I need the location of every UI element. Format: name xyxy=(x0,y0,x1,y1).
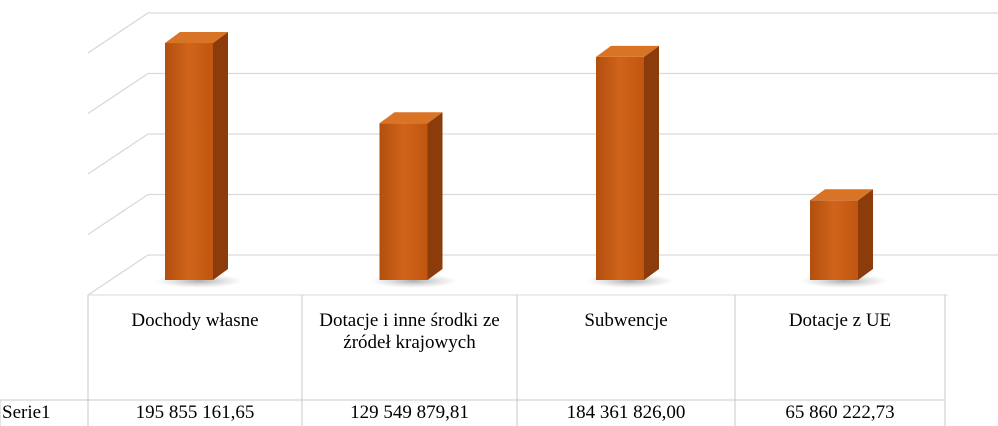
series-name: Serie1 xyxy=(2,402,51,423)
grid-line xyxy=(87,12,998,54)
bar-top xyxy=(810,189,873,201)
value-label: 129 549 879,81 xyxy=(350,402,469,423)
category-label: Dotacje i inne środki ze źródeł krajowyc… xyxy=(319,310,500,353)
value-label: 184 361 826,00 xyxy=(566,402,686,423)
category-label: Dotacje z UE xyxy=(788,310,892,331)
bar-front xyxy=(165,43,213,280)
bar-top xyxy=(165,32,228,44)
bar-front xyxy=(810,200,858,280)
bar xyxy=(596,45,659,280)
bar-top xyxy=(379,112,443,124)
value-label: 65 860 222,73 xyxy=(785,402,895,423)
category-label: Dochody własne xyxy=(131,310,259,331)
category-label: Subwencje xyxy=(584,310,668,331)
grid-line xyxy=(87,254,998,296)
bar-side xyxy=(427,112,443,280)
bar xyxy=(165,32,228,280)
bar-front xyxy=(596,56,644,280)
grid-line xyxy=(87,193,998,236)
bar-front xyxy=(379,123,428,280)
bar-side xyxy=(213,32,228,280)
bar-side xyxy=(858,189,873,280)
grid-line xyxy=(87,133,998,175)
bar xyxy=(379,112,443,280)
bar xyxy=(810,189,873,280)
value-label: 195 855 161,65 xyxy=(135,402,255,423)
bar-side xyxy=(644,45,659,280)
grid-line xyxy=(87,72,998,115)
bar-top xyxy=(596,45,659,57)
